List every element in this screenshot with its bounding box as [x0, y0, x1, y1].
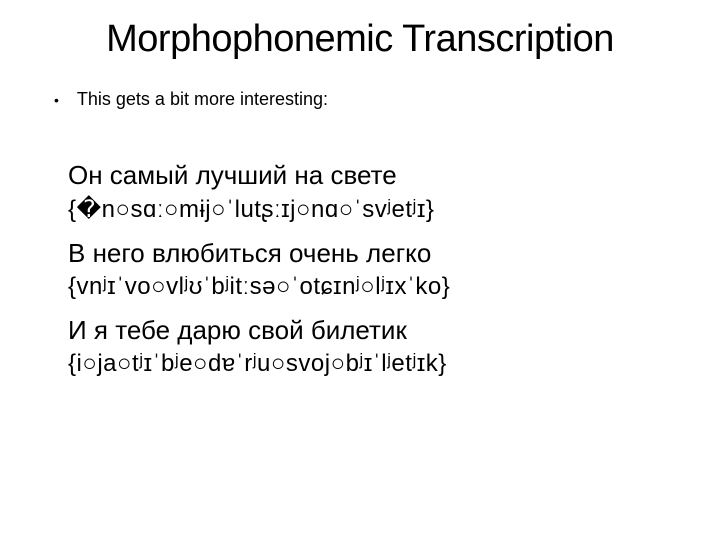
- transcription-line-2: {vnʲɪˈvo○vlʲʊˈbʲitːsə○ˈotɕɪnʲ○lʲɪxˈko}: [68, 273, 680, 301]
- russian-line-3: И я тебе дарю свой билетик: [68, 315, 680, 346]
- slide-title: Morphophonemic Transcription: [40, 18, 680, 61]
- russian-line-1: Он самый лучший на свете: [68, 160, 680, 191]
- bullet-text: This gets a bit more interesting:: [77, 89, 328, 110]
- transcription-line-1: {�n○sɑː○mɨj○ˈlutʂːɪj○nɑ○ˈsvʲetʲɪ}: [68, 195, 680, 224]
- bullet-item: • This gets a bit more interesting:: [54, 89, 680, 110]
- bullet-marker: •: [54, 92, 59, 108]
- russian-line-2: В него влюбиться очень легко: [68, 238, 680, 269]
- slide-container: Morphophonemic Transcription • This gets…: [0, 0, 720, 540]
- content-block: Он самый лучший на свете {�n○sɑː○mɨj○ˈlu…: [68, 160, 680, 378]
- transcription-line-3: {i○ja○tʲɪˈbʲe○dɐˈrʲu○svoj○bʲɪˈlʲetʲɪk}: [68, 350, 680, 378]
